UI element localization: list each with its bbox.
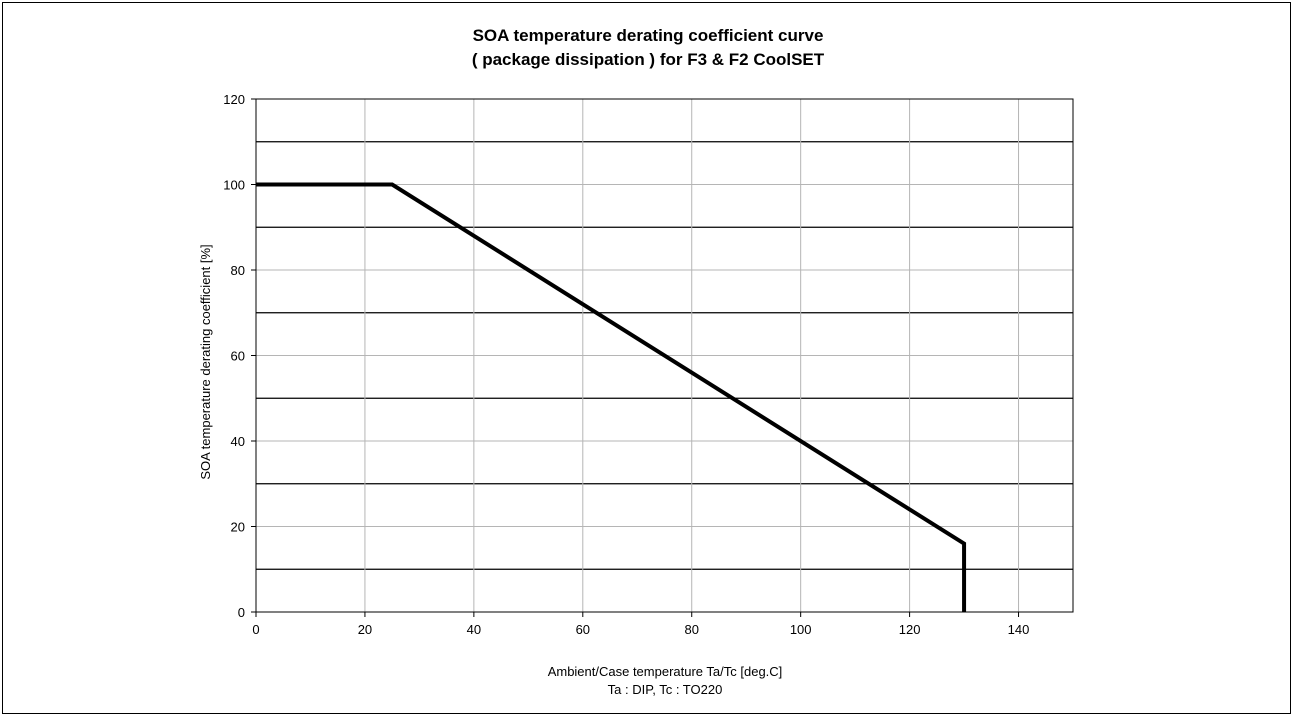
y-tick-label-100: 100 bbox=[223, 178, 245, 193]
y-tick-label-120: 120 bbox=[223, 92, 245, 107]
x-tick-label-100: 100 bbox=[790, 622, 812, 637]
chart-title-line2: ( package dissipation ) for F3 & F2 Cool… bbox=[472, 50, 825, 69]
x-tick-label-140: 140 bbox=[1008, 622, 1030, 637]
x-axis-label-line1: Ambient/Case temperature Ta/Tc [deg.C] bbox=[548, 664, 783, 679]
x-tick-label-40: 40 bbox=[467, 622, 481, 637]
y-tick-label-80: 80 bbox=[231, 263, 245, 278]
y-tick-label-20: 20 bbox=[231, 520, 245, 535]
x-tick-label-20: 20 bbox=[358, 622, 372, 637]
y-tick-label-60: 60 bbox=[231, 349, 245, 364]
x-tick-label-120: 120 bbox=[899, 622, 921, 637]
y-axis-label: SOA temperature derating coefficient [%] bbox=[198, 244, 213, 479]
chart-title-line1: SOA temperature derating coefficient cur… bbox=[473, 26, 824, 45]
x-tick-label-60: 60 bbox=[576, 622, 590, 637]
y-tick-label-40: 40 bbox=[231, 434, 245, 449]
axis-ticks: 0 20 40 60 80 100 120 140 0 20 40 60 80 100 120 bbox=[223, 92, 1029, 637]
x-tick-label-0: 0 bbox=[252, 622, 259, 637]
x-axis-label-line2: Ta : DIP, Tc : TO220 bbox=[608, 682, 723, 697]
y-tick-label-0: 0 bbox=[238, 605, 245, 620]
x-tick-label-80: 80 bbox=[684, 622, 698, 637]
